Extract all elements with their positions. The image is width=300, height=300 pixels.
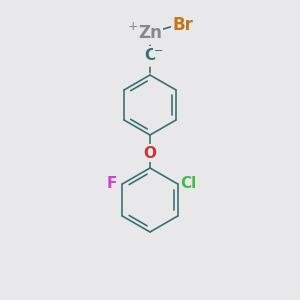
Text: +: + [128, 20, 138, 32]
Text: −: − [154, 46, 164, 56]
Text: Zn: Zn [138, 24, 162, 42]
Text: O: O [143, 146, 157, 160]
Text: F: F [107, 176, 118, 191]
Text: Br: Br [172, 16, 194, 34]
Text: Cl: Cl [181, 176, 197, 191]
Text: C: C [144, 47, 156, 62]
